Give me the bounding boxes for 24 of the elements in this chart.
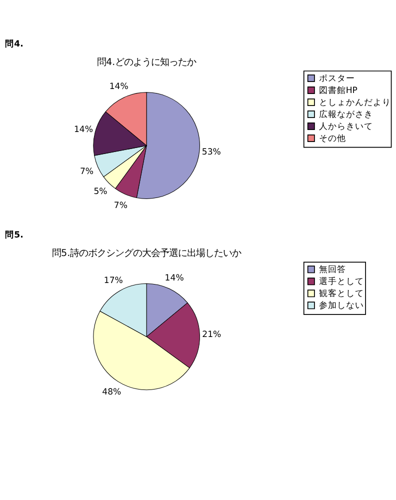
text: 問4. — [5, 38, 24, 50]
legend-label: 選手として — [318, 276, 364, 287]
data-label: 14% — [164, 273, 184, 284]
legend-label: 広報ながさき — [318, 108, 373, 120]
legend-label: ポスター — [318, 74, 355, 84]
data-label: 21% — [202, 330, 222, 340]
legend-label: その他 — [318, 132, 346, 144]
legend-label: 参加しない — [318, 300, 364, 311]
data-label: 14% — [109, 82, 128, 92]
legend-label: 図書館HP — [318, 84, 358, 96]
legend-label: 人からきいて — [318, 120, 373, 132]
data-label: 53% — [202, 147, 221, 158]
legend-label: 観客として — [318, 288, 364, 299]
chart-title: 問4.どのように知ったか — [97, 57, 196, 68]
data-label: 7% — [114, 200, 128, 211]
text: 問5. — [5, 230, 24, 241]
data-label: 14% — [74, 124, 93, 135]
data-label: 48% — [102, 387, 122, 398]
legend-label: 無回答 — [318, 264, 346, 275]
chart-title: 問5.詩のボクシングの大会予選に出場したいか — [52, 248, 242, 260]
data-label: 17% — [104, 276, 123, 286]
data-label: 7% — [80, 167, 94, 178]
data-label: 5% — [94, 187, 108, 198]
legend-label: としょかんだより — [318, 98, 391, 108]
